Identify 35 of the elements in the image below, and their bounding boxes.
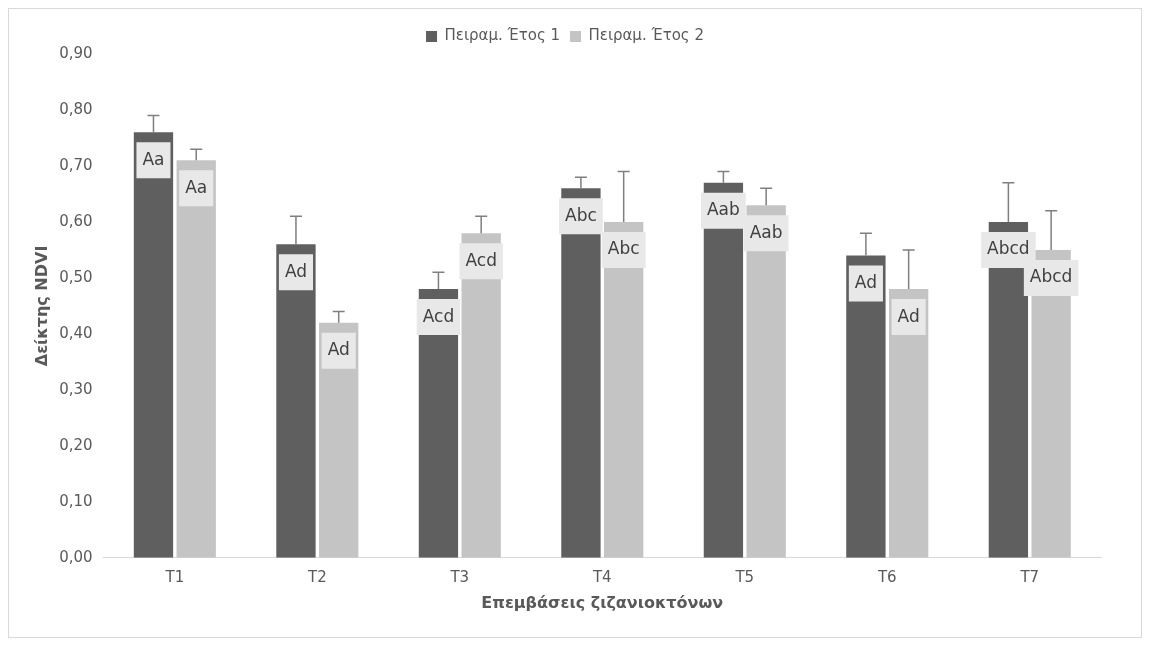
data-label: Aa [185, 176, 208, 197]
y-tick-label: 0,00 [59, 547, 93, 566]
y-tick-label: 0,30 [59, 379, 93, 398]
y-tick-label: 0,80 [59, 99, 93, 118]
y-axis-title: Δείκτης NDVI [31, 245, 51, 367]
y-tick-label: 0,60 [59, 211, 93, 230]
y-tick-label: 0,90 [59, 43, 93, 62]
legend-label: Πειραμ. Έτος 2 [588, 26, 704, 45]
data-label: Ad [897, 305, 920, 326]
data-label: Ad [327, 339, 350, 360]
data-label: Aa [142, 148, 165, 169]
x-tick-label: T1 [164, 567, 185, 586]
data-label: Acd [422, 305, 455, 326]
data-label: Aab [706, 199, 740, 220]
legend-label: Πειραμ. Έτος 1 [444, 26, 560, 45]
x-tick-label: T5 [734, 567, 755, 586]
y-tick-label: 0,20 [59, 435, 93, 454]
x-tick-label: T3 [449, 567, 470, 586]
y-tick-label: 0,10 [59, 491, 93, 510]
data-label: Ad [284, 260, 308, 281]
x-tick-label: T6 [876, 567, 897, 586]
data-label: Abc [607, 238, 640, 259]
y-tick-label: 0,50 [59, 267, 93, 286]
y-tick-label: 0,40 [59, 323, 93, 342]
data-label: Ad [854, 271, 877, 292]
x-axis-title: Επεμβάσεις ζιζανιοκτόνων [481, 592, 724, 612]
data-label: Aab [749, 221, 783, 242]
x-tick-label: T7 [1019, 567, 1040, 586]
data-label: Abcd [987, 238, 1030, 259]
data-label: Abcd [1029, 266, 1073, 287]
y-tick-label: 0,70 [59, 155, 93, 174]
x-tick-label: T4 [591, 567, 612, 586]
data-label: Abc [565, 204, 597, 225]
data-label: Acd [465, 249, 497, 270]
x-tick-label: T2 [306, 567, 327, 586]
